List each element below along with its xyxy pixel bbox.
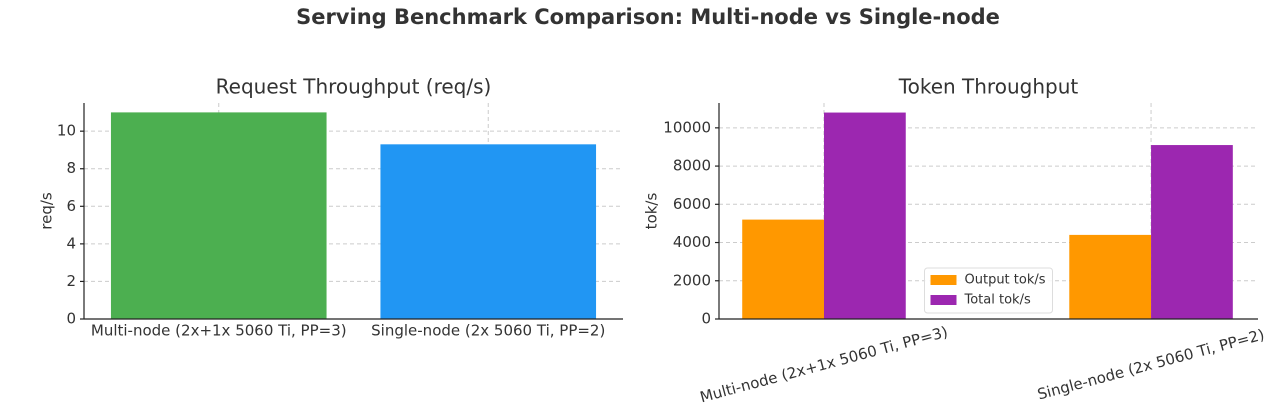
bar <box>1069 234 1152 319</box>
x-tick-label: Single-node (2x 5060 Ti, PP=2) <box>371 322 605 340</box>
y-axis-label: req/s <box>38 192 56 230</box>
y-tick-label: 10 <box>57 122 76 140</box>
y-tick-label: 6000 <box>673 195 711 213</box>
x-tick-label: Single-node (2x 5060 Ti, PP=2) <box>1035 326 1266 404</box>
y-tick-label: 8 <box>66 159 76 177</box>
y-tick-label: 8000 <box>673 157 711 175</box>
subplot-title: Token Throughput <box>898 75 1079 99</box>
x-tick-label: Multi-node (2x+1x 5060 Ti, PP=3) <box>91 322 347 340</box>
y-tick-label: 0 <box>66 310 76 328</box>
bar <box>380 144 597 319</box>
y-tick-label: 4 <box>66 234 76 252</box>
x-tick-label: Multi-node (2x+1x 5060 Ti, PP=3) <box>698 323 950 407</box>
bar <box>110 112 327 320</box>
y-axis-label: tok/s <box>643 193 661 230</box>
y-tick-label: 6 <box>66 197 76 215</box>
legend-swatch <box>930 275 957 285</box>
y-tick-label: 2000 <box>673 271 711 289</box>
y-tick-label: 10000 <box>663 118 711 136</box>
legend-label: Total tok/s <box>964 293 1031 308</box>
figure-title: Serving Benchmark Comparison: Multi-node… <box>296 5 1000 29</box>
y-tick-label: 2 <box>66 272 76 290</box>
y-tick-label: 4000 <box>673 233 711 251</box>
y-tick-label: 0 <box>701 310 711 328</box>
bar <box>1151 145 1233 319</box>
subplot-title: Request Throughput (req/s) <box>216 75 492 99</box>
legend-label: Output tok/s <box>965 273 1046 288</box>
bar <box>823 112 906 319</box>
legend-swatch <box>930 295 957 305</box>
bar <box>742 219 824 319</box>
